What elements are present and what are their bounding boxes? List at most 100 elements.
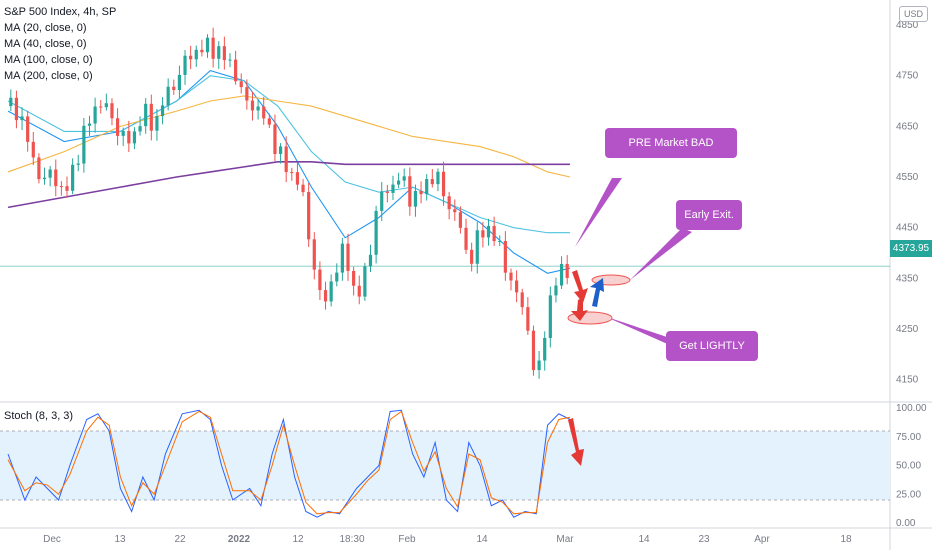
time-tick-label: 22 [174, 534, 186, 545]
last-price-tag: 4373.95 [890, 240, 932, 257]
candle-body [54, 169, 58, 187]
price-tick-label: 4350 [896, 273, 919, 284]
candle-body [543, 337, 547, 361]
candle-body [537, 360, 541, 371]
candle-body [104, 103, 108, 108]
candle-body [166, 86, 170, 106]
candle-body [245, 87, 249, 101]
stoch-down-arrow-icon [568, 418, 584, 466]
candle-body [115, 118, 120, 136]
candle-body [464, 227, 468, 250]
price-tick-label: 4750 [896, 71, 919, 82]
get-long-note-text: Get LIGHTLY Long. [679, 340, 745, 382]
early-exit-note: Early Exit. [676, 200, 742, 230]
candle-body [183, 55, 187, 75]
candle-body [396, 180, 401, 185]
candle-body [278, 146, 283, 155]
price-tick-label: 4850 [896, 20, 919, 31]
candle-body [228, 59, 232, 61]
ma200-legend: MA (200, close, 0) [4, 70, 93, 82]
time-tick-label: Mar [556, 534, 574, 545]
ma20-legend: MA (20, close, 0) [4, 22, 87, 34]
ma200-line [7, 161, 570, 209]
candle-body [93, 106, 97, 124]
candle-body [323, 290, 328, 302]
candle-body [217, 46, 221, 59]
candle-body [385, 191, 389, 193]
currency-badge[interactable]: USD [899, 6, 928, 22]
stoch-tick-label: 75.00 [896, 432, 921, 443]
stoch-d-line [7, 410, 571, 515]
ma100-legend: MA (100, close, 0) [4, 54, 93, 66]
candle-body [127, 130, 131, 144]
candle-body [211, 37, 215, 59]
candle-body [486, 225, 491, 238]
candle-body [498, 240, 502, 242]
candle-body [352, 270, 356, 286]
candle-body [82, 125, 86, 164]
get-long-callout-tail [604, 316, 672, 346]
candle-body [425, 179, 429, 195]
candle-body [458, 212, 463, 228]
candle-body [548, 295, 552, 338]
candle-body [121, 130, 125, 136]
candle-body [402, 176, 406, 181]
candle-body [234, 59, 238, 82]
price-tick-label: 4550 [896, 172, 919, 183]
candle-body [20, 116, 24, 121]
time-tick-label: 14 [638, 534, 650, 545]
candle-body [149, 103, 153, 131]
candle-body [65, 186, 69, 191]
stoch-k-line [7, 409, 571, 518]
candle-body [31, 141, 35, 158]
candle-body [189, 55, 193, 60]
pre-market-note: PRE Market BAD sentiment.. [605, 128, 737, 179]
time-tick-label: 2022 [228, 534, 251, 545]
candle-body [481, 230, 485, 238]
up-arrow-icon [590, 278, 604, 307]
ma100-line [7, 95, 571, 178]
candle-body [565, 263, 569, 278]
candle-body [346, 243, 350, 271]
candle-body [526, 307, 530, 331]
candle-body [239, 81, 243, 88]
stoch-legend: Stoch (8, 3, 3) [4, 410, 74, 422]
candle-body [492, 225, 496, 242]
candle-body [110, 103, 114, 119]
candle-body [48, 169, 52, 178]
candle-body [42, 177, 47, 180]
candle-body [559, 263, 564, 286]
down-arrow-icon-2 [571, 297, 588, 321]
candle-body [447, 196, 451, 210]
candle-body [71, 164, 75, 191]
candle-body [99, 106, 103, 108]
chart-legend: S&P 500 Index, 4h, SP MA (20, close, 0) … [4, 4, 116, 84]
candle-body [391, 184, 395, 193]
candle-body [155, 116, 159, 131]
candle-body [340, 243, 344, 273]
candle-body [453, 209, 457, 213]
time-tick-label: 18 [840, 534, 852, 545]
candle-body [307, 192, 311, 240]
pre-market-callout-tail [575, 178, 622, 247]
candle-body [9, 97, 13, 107]
candle-body [132, 131, 137, 144]
candle-body [267, 118, 271, 125]
candle-body [475, 230, 479, 264]
stoch-tick-label: 25.00 [896, 489, 921, 500]
candle-body [515, 280, 519, 293]
candle-body [329, 281, 333, 302]
candle-body [205, 37, 210, 53]
ma40-legend: MA (40, close, 0) [4, 38, 87, 50]
candle-body [76, 163, 80, 165]
candle-body [301, 184, 305, 193]
candle-body [295, 172, 300, 185]
candle-body [194, 49, 198, 60]
time-tick-label: 13 [114, 534, 126, 545]
candle-body [408, 176, 412, 207]
candle-body [290, 172, 294, 174]
time-tick-label: Feb [398, 534, 416, 545]
candle-body [554, 285, 558, 296]
